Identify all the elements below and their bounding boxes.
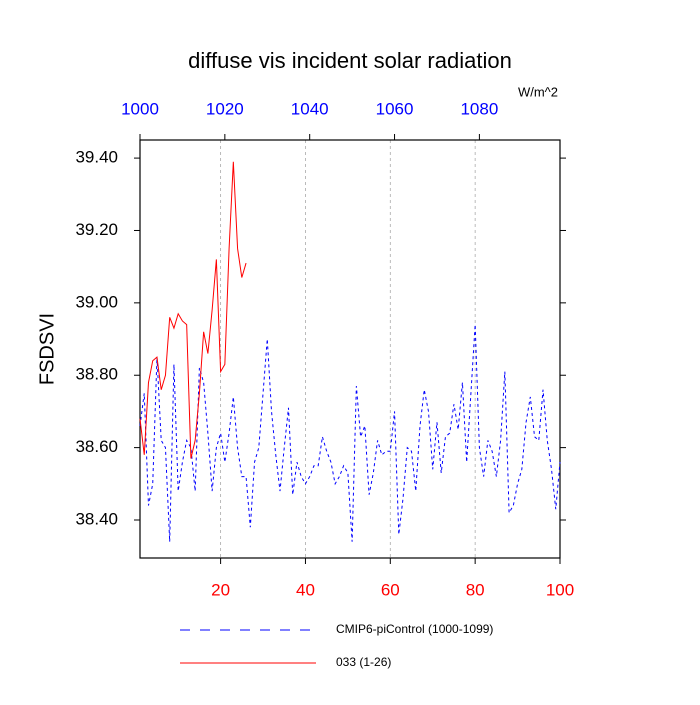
legend-label: 033 (1-26) bbox=[336, 655, 391, 669]
y-tick-label: 39.00 bbox=[75, 292, 118, 311]
y-tick-label: 39.20 bbox=[75, 220, 118, 239]
x2-tick-label: 1020 bbox=[206, 99, 244, 118]
y-axis-label: FSDSVI bbox=[36, 313, 58, 385]
x2-tick-label: 1040 bbox=[291, 99, 329, 118]
data-line bbox=[139, 324, 561, 542]
x2-tick-label: 1060 bbox=[376, 99, 414, 118]
legend-label: CMIP6-piControl (1000-1099) bbox=[336, 622, 493, 636]
plot-frame bbox=[139, 139, 561, 559]
x-tick-label: 80 bbox=[466, 580, 485, 599]
y-tick-label: 38.80 bbox=[75, 365, 118, 384]
x2-tick-label: 1000 bbox=[121, 99, 159, 118]
x-tick-label: 100 bbox=[546, 580, 574, 599]
x-tick-label: 20 bbox=[211, 580, 230, 599]
x-tick-label: 40 bbox=[296, 580, 315, 599]
chart-title: diffuse vis incident solar radiation bbox=[188, 48, 512, 73]
data-line bbox=[139, 161, 247, 459]
x-tick-label: 60 bbox=[381, 580, 400, 599]
x2-tick-label: 1080 bbox=[460, 99, 498, 118]
y-tick-label: 38.40 bbox=[75, 509, 118, 528]
y-tick-label: 38.60 bbox=[75, 437, 118, 456]
units-label: W/m^2 bbox=[518, 84, 558, 99]
y-tick-label: 39.40 bbox=[75, 148, 118, 167]
